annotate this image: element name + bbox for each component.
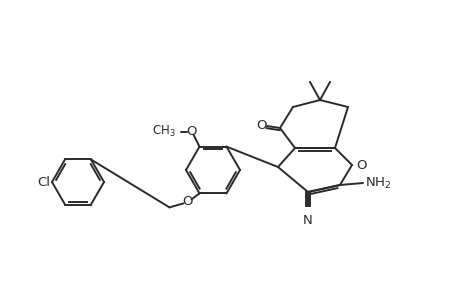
Text: Cl: Cl [37, 176, 50, 188]
Text: NH$_2$: NH$_2$ [364, 176, 391, 190]
Text: O: O [355, 158, 366, 172]
Text: N: N [302, 214, 312, 227]
Text: CH$_3$: CH$_3$ [151, 124, 175, 139]
Text: O: O [256, 118, 267, 131]
Text: O: O [186, 125, 196, 138]
Text: O: O [182, 195, 192, 208]
